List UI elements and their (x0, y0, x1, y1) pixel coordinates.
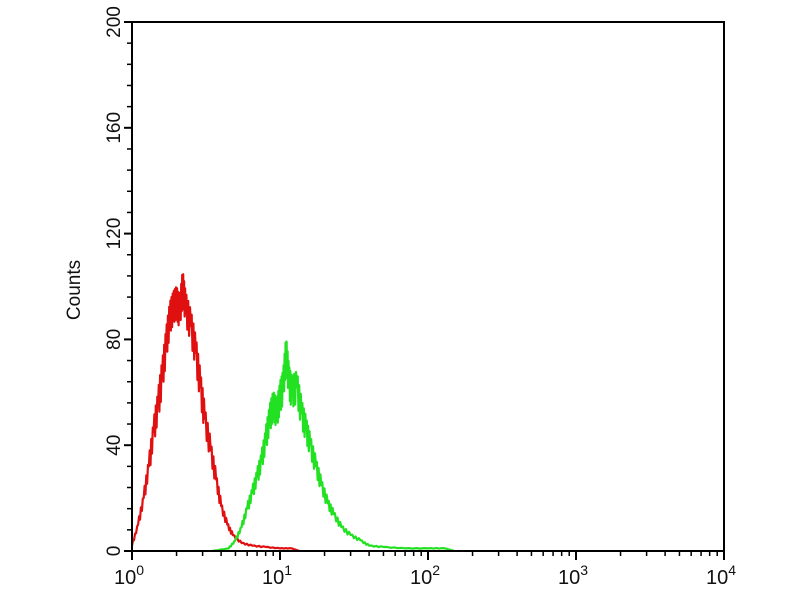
series-1-line (130, 273, 300, 552)
y-tick-label: 80 (104, 329, 125, 350)
x-tick-label: 103 (558, 562, 588, 589)
series-2-line (212, 340, 455, 553)
plot-frame (131, 21, 725, 552)
y-tick-label: 0 (104, 546, 125, 557)
y-axis-label: Counts (64, 260, 85, 320)
x-tick-label: 101 (262, 562, 292, 589)
y-tick-label: 200 (104, 6, 125, 38)
y-tick-label: 40 (104, 435, 125, 456)
x-tick-label: 104 (706, 562, 736, 589)
y-tick-label: 120 (104, 218, 125, 250)
y-tick-label: 160 (104, 112, 125, 144)
x-tick-label: 102 (410, 562, 440, 589)
x-tick-label: 100 (114, 562, 144, 589)
